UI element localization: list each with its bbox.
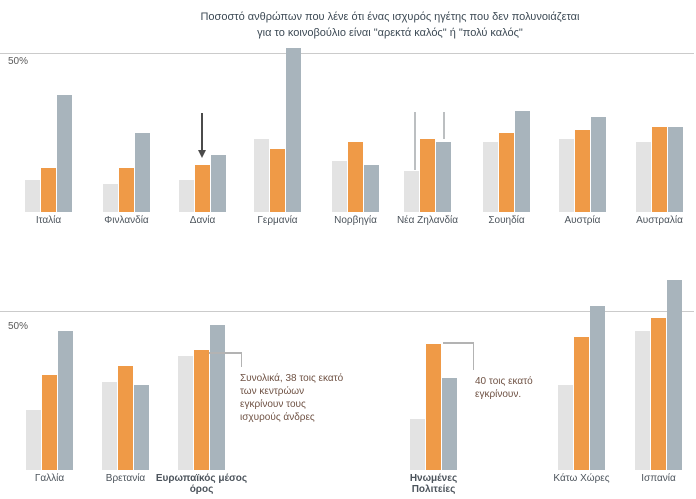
bar-slate-gray — [211, 155, 226, 212]
country-label: Νέα Ζηλανδία — [396, 215, 459, 226]
down-arrow-icon — [201, 113, 203, 151]
annotation-european-average: Συνολικά, 38 τοις εκατό των κεντρώων εγκ… — [240, 373, 344, 423]
bar-light-gray — [636, 142, 651, 212]
bar-group: Αυστρία — [559, 117, 606, 226]
country-label: Βρετανία — [105, 473, 146, 484]
bar-slate-gray — [436, 142, 451, 212]
bar-slate-gray — [364, 165, 379, 212]
country-label: Γερμανία — [257, 215, 298, 226]
country-label: Ιταλία — [35, 215, 62, 226]
country-label: Σουηδία — [488, 215, 525, 226]
gridline-50-top — [0, 53, 694, 54]
chart-title-line1: Ποσοστό ανθρώπων που λένε ότι ένας ισχυρ… — [200, 11, 580, 23]
bar-light-gray — [559, 139, 574, 212]
bar-orange — [42, 375, 57, 470]
annotation-leader-line — [240, 352, 242, 367]
bar-slate-gray — [591, 117, 606, 212]
down-arrow-head-icon — [197, 150, 206, 158]
bar-group: Γερμανία — [254, 48, 301, 226]
chart-row-top: 50% Ιταλία Φινλανδία Δανία Γερμανία Νορβηγία… — [0, 46, 696, 226]
bar-orange — [426, 344, 441, 470]
bar-slate-gray — [442, 378, 457, 470]
bar-light-gray — [179, 180, 194, 212]
chart-row-bottom: 50% Γαλλία Βρετανία Ευρωπαϊκός μέσος όρος Η… — [0, 278, 696, 495]
bar-orange — [651, 318, 666, 470]
country-label: Φινλανδία — [104, 215, 149, 226]
bar-light-gray — [178, 356, 193, 470]
bar-slate-gray — [57, 95, 72, 212]
bar-orange — [499, 133, 514, 212]
gridline-50-bottom — [0, 311, 694, 312]
chart-title: Ποσοστό ανθρώπων που λένε ότι ένας ισχυρ… — [185, 9, 595, 41]
country-label: Δανία — [189, 215, 216, 226]
bar-group: Ευρωπαϊκός μέσος όρος — [156, 325, 247, 495]
bar-group: Νορβηγία — [332, 142, 379, 226]
bar-slate-gray — [590, 306, 605, 470]
bar-light-gray — [410, 419, 425, 470]
bar-orange — [41, 168, 56, 212]
bar-light-gray — [635, 331, 650, 470]
country-label: Νορβηγία — [334, 215, 377, 226]
axis-label-50-top: 50% — [8, 56, 29, 67]
leader-line-icon — [443, 112, 445, 139]
bar-light-gray — [102, 382, 117, 470]
axis-label-50-bottom: 50% — [8, 321, 29, 332]
bar-group: Φινλανδία — [103, 133, 150, 226]
bar-slate-gray — [210, 325, 225, 470]
bar-orange — [575, 130, 590, 212]
bar-slate-gray — [134, 385, 149, 470]
bar-group: Νέα Ζηλανδία — [397, 139, 458, 226]
bar-group: Αυστραλία — [636, 127, 683, 226]
annotation-leader-line — [443, 342, 474, 344]
bar-group: Βρετανία — [102, 366, 149, 484]
bar-light-gray — [558, 385, 573, 470]
bar-slate-gray — [135, 133, 150, 212]
bar-group: Δανία — [179, 155, 226, 226]
bar-group: Κάτω Χώρες — [553, 306, 610, 484]
bar-slate-gray — [667, 280, 682, 470]
bar-slate-gray — [286, 48, 301, 212]
bar-light-gray — [26, 410, 41, 470]
bar-orange — [119, 168, 134, 212]
bar-orange — [348, 142, 363, 212]
bar-orange — [118, 366, 133, 470]
bar-orange — [194, 350, 209, 470]
country-label: Αυστρία — [564, 215, 601, 226]
bar-group: Ιταλία — [25, 95, 72, 226]
bar-slate-gray — [668, 127, 683, 212]
bar-orange — [195, 165, 210, 212]
bar-light-gray — [404, 171, 419, 212]
leader-line-icon — [414, 112, 416, 170]
bar-light-gray — [25, 180, 40, 212]
bar-group: Σουηδία — [483, 111, 530, 226]
country-label: Κάτω Χώρες — [553, 473, 610, 484]
annotation-united-states: 40 τοις εκατό εγκρίνουν. — [475, 376, 533, 400]
country-label: Ηνωμένες Πολιτείες — [409, 473, 458, 495]
bar-slate-gray — [58, 331, 73, 470]
country-label: Ισπανία — [641, 473, 676, 484]
bar-group: Ηνωμένες Πολιτείες — [410, 344, 457, 495]
bar-orange — [270, 149, 285, 212]
country-label: Αυστραλία — [636, 215, 683, 226]
bar-slate-gray — [515, 111, 530, 212]
bar-orange — [652, 127, 667, 212]
chart-title-line2: για το κοινοβούλιο είναι "αρεκτά καλός" … — [257, 27, 523, 39]
bar-light-gray — [254, 139, 269, 212]
bar-group: Ισπανία — [635, 280, 682, 484]
annotation-leader-line — [472, 342, 474, 370]
bar-light-gray — [483, 142, 498, 212]
bar-orange — [574, 337, 589, 470]
bar-light-gray — [332, 161, 347, 212]
bar-light-gray — [103, 184, 118, 212]
bar-group: Γαλλία — [26, 331, 73, 484]
bar-orange — [420, 139, 435, 212]
country-label: Γαλλία — [34, 473, 65, 484]
country-label: Ευρωπαϊκός μέσος όρος — [155, 473, 248, 495]
annotation-leader-line — [209, 352, 242, 354]
